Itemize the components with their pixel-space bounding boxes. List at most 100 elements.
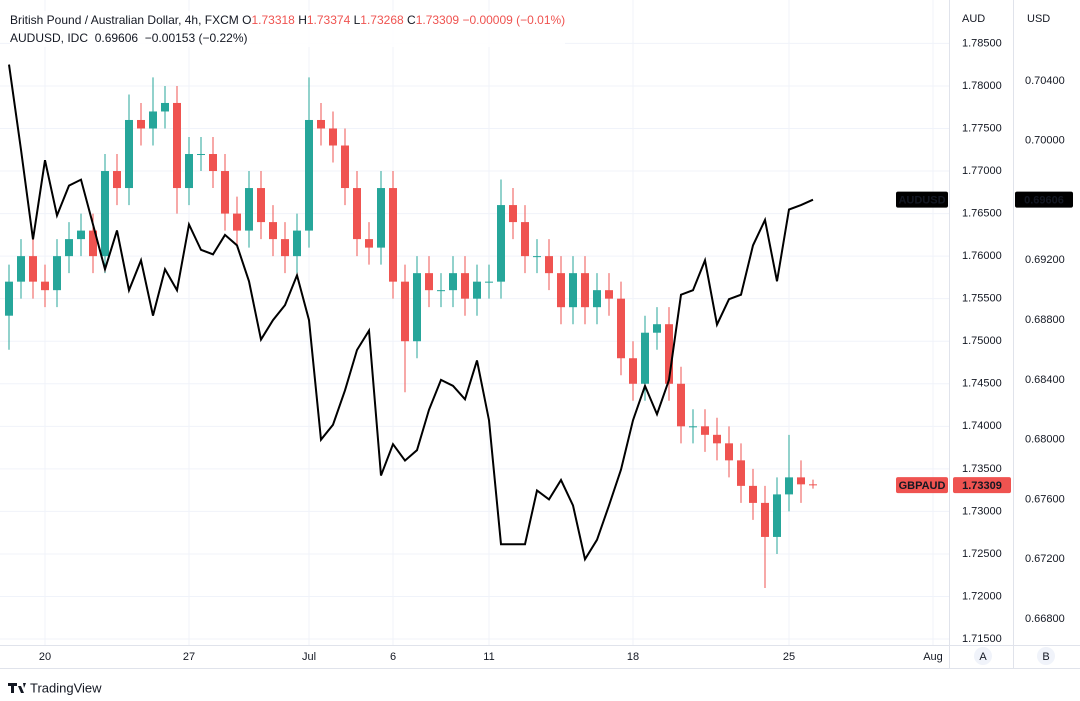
- candle-body: [809, 484, 817, 486]
- main-series-legend: British Pound / Australian Dollar, 4h, F…: [10, 11, 565, 29]
- y-tick-label: 1.73500: [962, 463, 1002, 475]
- symbol: British Pound / Australian Dollar, 4h, F…: [10, 13, 239, 27]
- price-tag-bg: [1015, 191, 1073, 208]
- plot-area: [5, 64, 817, 588]
- candle-body: [557, 273, 565, 308]
- candle-body: [713, 434, 721, 444]
- candle-body: [581, 273, 589, 308]
- candle-body: [725, 443, 733, 461]
- ohlc-value: 1.73374: [306, 13, 351, 27]
- candle-body: [209, 154, 217, 172]
- candle-body: [797, 477, 805, 485]
- candle-body: [653, 324, 661, 333]
- y2-tick-label: 0.70000: [1025, 135, 1065, 147]
- candle-body: [641, 332, 649, 384]
- candle-body: [101, 171, 109, 257]
- y-tick-label: 1.74000: [962, 420, 1002, 432]
- candle-body: [449, 273, 457, 291]
- y-tick-label: 1.72000: [962, 590, 1002, 602]
- y2-axis-title: USD: [1027, 13, 1050, 25]
- candle-body: [17, 256, 25, 282]
- compare-value: 0.69606: [94, 31, 139, 45]
- button-label[interactable]: A: [979, 651, 987, 663]
- candle-body: [617, 298, 625, 359]
- brand-logo: [8, 683, 26, 693]
- candle-body: [293, 230, 301, 257]
- candle-body: [329, 128, 337, 146]
- ohlc-value: 1.73309: [415, 13, 460, 27]
- y2-tick-label: 0.67200: [1025, 553, 1065, 565]
- x-tick-label: 18: [627, 651, 639, 663]
- y2-tick-label: 0.70400: [1025, 75, 1065, 87]
- candle-body: [125, 119, 133, 189]
- candle-body: [89, 230, 97, 257]
- candle-body: [269, 222, 277, 240]
- grid: [0, 0, 949, 645]
- x-tick-label: 11: [483, 651, 494, 663]
- candle-body: [437, 290, 445, 292]
- compare-change: −0.00153 (−0.22%): [144, 31, 248, 45]
- candle-body: [257, 188, 265, 223]
- y-tick-label: 1.76500: [962, 207, 1002, 219]
- candle-body: [593, 290, 601, 308]
- price-tag-name: AUDUSD: [898, 195, 945, 207]
- candle-body: [689, 426, 697, 428]
- candle-body: [113, 171, 121, 189]
- candle-body: [41, 281, 49, 291]
- brand-name: TradingView: [30, 680, 102, 695]
- candle-body: [473, 281, 481, 299]
- ohlc-key: C: [407, 13, 416, 27]
- candle-body: [317, 119, 325, 129]
- candle-body: [569, 273, 577, 308]
- candle-body: [353, 188, 361, 240]
- candle-body: [161, 102, 169, 112]
- y-tick-label: 1.75500: [962, 293, 1002, 305]
- ohlc-key: H: [298, 13, 307, 27]
- price-tag-value: 1.73309: [962, 480, 1002, 492]
- candle-body: [737, 460, 745, 486]
- candle-body: [701, 426, 709, 435]
- button[interactable]: [974, 647, 992, 665]
- compare-legend: AUDUSD, IDC 0.69606 −0.00153 (−0.22%): [10, 29, 565, 47]
- candle-body: [521, 222, 529, 257]
- candle-body: [281, 239, 289, 257]
- y2-tick-label: 0.69200: [1025, 254, 1065, 266]
- candle-body: [509, 205, 517, 223]
- ohlc-value: 1.73268: [360, 13, 404, 27]
- candle-body: [497, 205, 505, 282]
- button-label[interactable]: B: [1042, 651, 1049, 663]
- x-tick-label: 25: [783, 651, 795, 663]
- y-tick-label: 1.75000: [962, 335, 1002, 347]
- ohlc-key: L: [353, 13, 361, 27]
- candle-body: [665, 324, 673, 384]
- price-tag-value: 0.69606: [1024, 195, 1064, 207]
- x-tick-label: Jul: [302, 651, 316, 663]
- candle-body: [401, 281, 409, 342]
- candle-body: [245, 188, 253, 231]
- y-tick-label: 1.74500: [962, 378, 1002, 390]
- candle-body: [365, 239, 373, 248]
- candle-body: [545, 256, 553, 274]
- candle-body: [5, 281, 13, 316]
- candle-body: [77, 230, 85, 240]
- candle-body: [749, 485, 757, 503]
- candle-body: [149, 111, 157, 129]
- candle-body: [305, 119, 313, 231]
- price-tag-bg: [953, 477, 1011, 494]
- candle-body: [341, 145, 349, 189]
- candle-body: [461, 273, 469, 299]
- price-tag-name: GBPAUD: [899, 480, 946, 492]
- y-tick-label: 1.77000: [962, 165, 1002, 177]
- candle-body: [605, 290, 613, 299]
- candle-body: [761, 502, 769, 537]
- candle-body: [53, 256, 61, 291]
- candle-body: [377, 188, 385, 248]
- candle-body: [425, 273, 433, 291]
- candle-body: [485, 281, 493, 283]
- compare-symbol: AUDUSD, IDC: [10, 31, 89, 45]
- candle-body: [29, 256, 37, 282]
- y2-tick-label: 0.68800: [1025, 314, 1065, 326]
- button[interactable]: [1037, 647, 1055, 665]
